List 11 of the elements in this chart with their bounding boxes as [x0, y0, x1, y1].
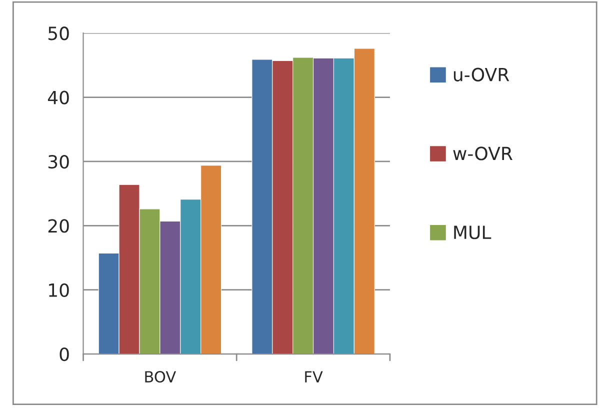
legend-label: w-OVR — [453, 146, 512, 160]
y-tick-label: 20 — [48, 219, 69, 233]
legend-label: u-OVR — [454, 68, 510, 82]
x-tick-label: FV — [305, 371, 323, 382]
y-tick-label: 50 — [48, 26, 69, 40]
y-tick-label: 30 — [48, 154, 69, 169]
y-tick-label: 10 — [49, 283, 69, 297]
legend-label: MUL — [454, 226, 492, 240]
x-tick-label: BOV — [145, 370, 176, 383]
y-tick-label: 0 — [60, 348, 69, 362]
y-tick-label: 40 — [48, 90, 69, 104]
